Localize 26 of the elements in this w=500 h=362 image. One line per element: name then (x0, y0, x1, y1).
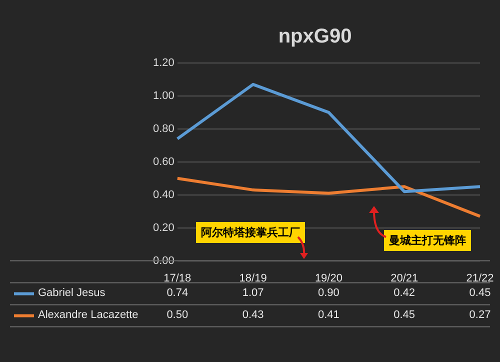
annotation: 曼城主打无锋阵 (384, 230, 471, 251)
annotation: 阿尔特塔接掌兵工厂 (196, 222, 305, 243)
y-tick-label: 0.60 (152, 156, 174, 168)
data-label: 0.45 (468, 286, 492, 299)
data-label: 0.74 (166, 286, 190, 299)
data-label: 0.41 (316, 308, 340, 321)
x-tick-label: 17/18 (164, 272, 192, 284)
x-tick-label: 21/22 (466, 272, 494, 284)
legend-label: Gabriel Jesus (38, 286, 106, 299)
x-tick-label: 19/20 (314, 272, 342, 284)
data-label: 1.07 (241, 286, 265, 299)
y-tick-label: 0.40 (152, 188, 174, 201)
x-tick-label: 18/19 (239, 272, 267, 284)
data-label: 0.43 (241, 308, 265, 321)
chart-title: npxG90 (278, 26, 352, 48)
y-tick-label: 1.20 (152, 57, 174, 70)
y-tick-label: 0.20 (152, 222, 174, 234)
y-tick-label: 0.80 (152, 122, 174, 135)
data-label: 0.50 (166, 308, 190, 321)
legend-label: Alexandre Lacazette (38, 308, 138, 321)
data-label: 0.42 (392, 286, 416, 299)
y-tick-label: 1.00 (152, 90, 174, 102)
data-label: 0.27 (468, 308, 492, 321)
x-tick-label: 20/21 (390, 272, 418, 284)
data-label: 0.90 (316, 286, 340, 299)
data-label: 0.45 (392, 308, 416, 321)
